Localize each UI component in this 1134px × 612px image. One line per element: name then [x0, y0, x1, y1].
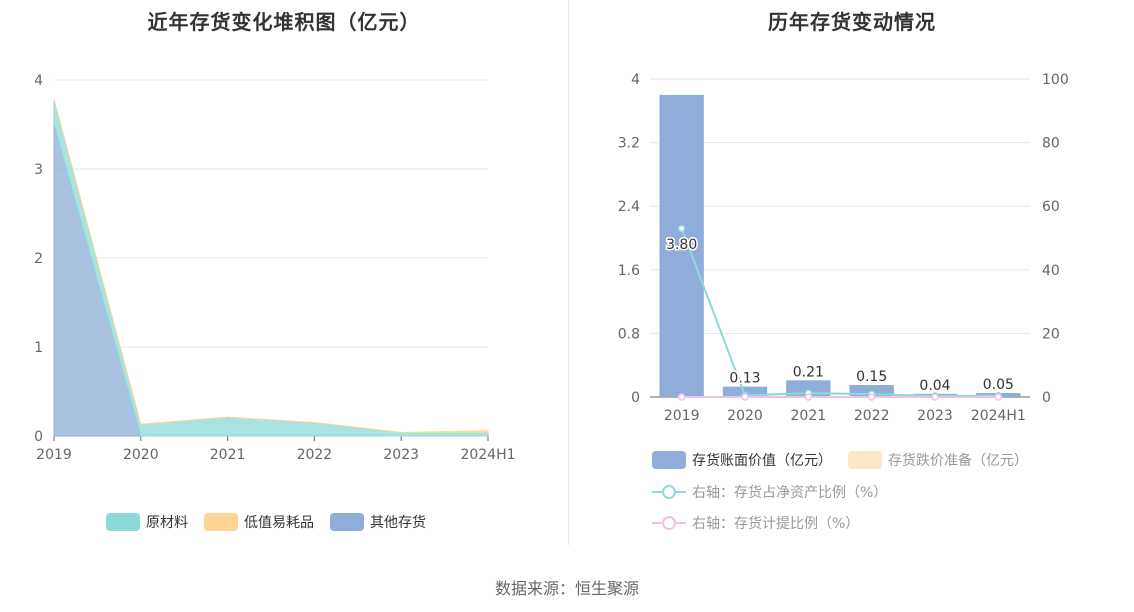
bar-data-label: 0.13 [729, 371, 760, 387]
x-tick-label: 2023 [383, 447, 419, 463]
bar-data-label: 0.05 [983, 377, 1014, 393]
right-legend-row1: 存货账面价值（亿元） 存货跌价准备（亿元） [652, 450, 1044, 470]
line-point [994, 393, 1003, 401]
left-chart-panel: 近年存货变化堆积图（亿元） 0 1 2 3 4 2019 2020 2021 2022 2023 2… [0, 0, 568, 545]
y-right-tick-label: 100 [1042, 72, 1069, 88]
legend-low-value[interactable]: 低值易耗品 [204, 512, 314, 532]
legend-label: 存货跌价准备（亿元） [888, 453, 1028, 469]
legend-swatch-bar [652, 451, 686, 469]
legend-label: 右轴：存货占净资产比例（%） [692, 485, 888, 501]
legend-raw-material[interactable]: 原材料 [106, 512, 188, 532]
y-tick-label: 1 [34, 340, 43, 356]
y-left-tick-label: 3.2 [618, 136, 640, 152]
line-point [804, 393, 813, 401]
y-tick-label: 3 [34, 162, 43, 178]
legend-reserve[interactable]: 存货跌价准备（亿元） [848, 450, 1028, 470]
y-left-tick-label: 4 [631, 72, 640, 88]
legend-label: 存货账面价值（亿元） [692, 453, 832, 469]
line-point [931, 393, 939, 401]
bar-data-label: 0.04 [919, 378, 950, 394]
legend-other-inventory[interactable]: 其他存货 [330, 512, 426, 532]
y-right-tick-label: 60 [1042, 199, 1060, 215]
left-legend: 原材料 低值易耗品 其他存货 [106, 512, 442, 532]
legend-ratio-line[interactable]: 右轴：存货占净资产比例（%） [652, 482, 887, 502]
x-tick-label: 2024H1 [460, 447, 515, 463]
y-left-tick-label: 0.8 [618, 326, 640, 342]
x-tick-label: 2021 [210, 447, 246, 463]
x-tick-label: 2019 [664, 408, 700, 424]
y-left-tick-label: 1.6 [618, 263, 640, 279]
right-chart-title: 历年存货变动情况 [768, 10, 936, 34]
y-tick-label: 0 [34, 429, 43, 445]
right-chart-panel: 历年存货变动情况 0 0.8 1.6 2.4 3.2 4 0 20 40 60 80 100 2019 2… [570, 0, 1134, 545]
left-chart-title: 近年存货变化堆积图（亿元） [147, 10, 421, 34]
y-right-tick-label: 80 [1042, 136, 1060, 152]
area-series [53, 124, 488, 437]
legend-label: 低值易耗品 [244, 515, 314, 531]
legend-swatch-other [330, 513, 364, 531]
line-point [677, 393, 686, 401]
x-tick-label: 2019 [36, 447, 72, 463]
legend-swatch-raw [106, 513, 140, 531]
legend-label: 其他存货 [370, 515, 426, 531]
legend-line-swatch-ratio [652, 483, 686, 501]
legend-label: 右轴：存货计提比例（%） [692, 516, 860, 532]
legend-line-swatch-provision [652, 514, 686, 532]
legend-book-value[interactable]: 存货账面价值（亿元） [652, 450, 832, 470]
y-left-tick-label: 2.4 [618, 199, 640, 215]
legend-provision-line[interactable]: 右轴：存货计提比例（%） [652, 513, 859, 533]
legend-label: 原材料 [146, 515, 188, 531]
x-tick-label: 2022 [854, 408, 890, 424]
x-tick-label: 2020 [727, 408, 763, 424]
right-legend-row3: 右轴：存货计提比例（%） [652, 513, 875, 533]
x-tick-label: 2023 [917, 408, 953, 424]
line-point [741, 393, 749, 401]
x-tick-label: 2022 [297, 447, 333, 463]
stacked-area-chart: 0 1 2 3 4 2019 2020 2021 2022 2023 2024H1 [34, 73, 515, 463]
legend-swatch-low-value [204, 513, 238, 531]
bar-data-label: 0.15 [856, 369, 887, 385]
bar-data-label: 3.80 [666, 237, 697, 253]
right-legend-row2: 右轴：存货占净资产比例（%） [652, 482, 903, 502]
y-tick-label: 4 [34, 73, 43, 89]
y-right-tick-label: 0 [1042, 390, 1051, 406]
legend-swatch-reserve [848, 451, 882, 469]
line-point [867, 393, 876, 401]
panel-divider [568, 0, 569, 545]
x-tick-label: 2020 [123, 447, 159, 463]
bar-book-value [659, 94, 704, 398]
y-left-tick-label: 0 [631, 390, 640, 406]
y-tick-label: 2 [34, 251, 43, 267]
y-right-tick-label: 20 [1042, 326, 1060, 342]
y-right-tick-label: 40 [1042, 263, 1060, 279]
bar-data-label: 0.21 [793, 364, 824, 380]
data-source: 数据来源：恒生聚源 [494, 579, 639, 598]
x-tick-label: 2021 [791, 408, 827, 424]
line-series [680, 228, 999, 398]
area-series [53, 99, 489, 433]
line-point [677, 224, 686, 233]
x-tick-label: 2024H1 [971, 408, 1026, 424]
